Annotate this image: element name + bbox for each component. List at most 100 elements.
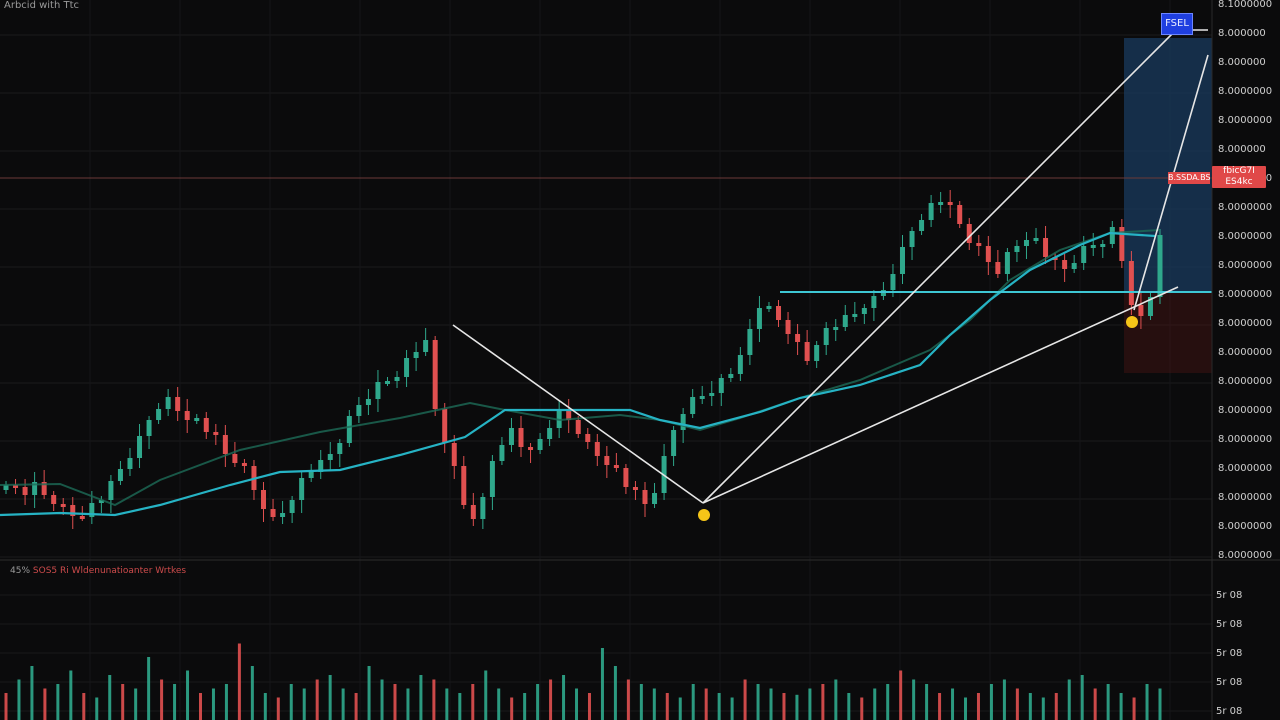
pivot-marker-low[interactable]	[698, 509, 710, 521]
grid	[0, 0, 1212, 720]
candle-body	[737, 355, 743, 374]
volume-bar	[380, 679, 384, 720]
volume-bar	[224, 684, 228, 720]
volume-axis-tick: 5r 08	[1216, 706, 1242, 717]
candle-body	[89, 503, 95, 517]
volume-bar	[406, 688, 410, 720]
candle-body	[117, 469, 123, 481]
candle-body	[280, 513, 286, 517]
candle-body	[51, 495, 57, 504]
price-axis-tick: 8.0000000	[1218, 492, 1272, 503]
volume-bar	[873, 688, 877, 720]
candle-body	[928, 203, 934, 220]
volume-bar	[834, 679, 838, 720]
candle-body	[299, 478, 305, 500]
blue-target-zone	[1124, 38, 1212, 293]
candle-body	[404, 358, 410, 377]
volume-bar	[717, 693, 721, 720]
candle-body	[747, 329, 753, 355]
candle-body	[1157, 235, 1163, 297]
volume-bar	[393, 684, 397, 720]
volume-bar	[600, 648, 604, 720]
candle-body	[1147, 297, 1153, 316]
volume-bar	[147, 657, 151, 720]
candle-body	[451, 443, 457, 466]
candle-body	[575, 420, 581, 434]
pivot-marker-right[interactable]	[1126, 316, 1138, 328]
price-axis-tick: 8.0000000	[1218, 521, 1272, 532]
candle-body	[604, 456, 610, 465]
candle-body	[852, 314, 858, 317]
price-axis-tick: 8.0000000	[1218, 550, 1272, 561]
volume-bar	[704, 688, 708, 720]
candle-body	[156, 409, 162, 420]
volume-bar	[445, 688, 449, 720]
volume-bar	[1080, 675, 1084, 720]
candle-body	[1100, 244, 1106, 247]
price-axis-tick: 8.0000000	[1218, 86, 1272, 97]
volume-bar	[69, 670, 73, 720]
candle-body	[308, 472, 314, 478]
current-price-tag-line2: ES4kc	[1225, 177, 1253, 187]
volume-bar	[1067, 679, 1071, 720]
volume-bar	[17, 679, 21, 720]
candle-body	[871, 296, 877, 308]
candle-body	[232, 454, 238, 463]
trend-line-down[interactable]	[452, 324, 704, 504]
candle-body	[985, 246, 991, 262]
target-price-tag[interactable]: FSEL	[1161, 13, 1193, 35]
volume-bar	[82, 693, 86, 720]
volume-bar	[56, 684, 60, 720]
candle-body	[203, 418, 209, 432]
trend-line-up-steep[interactable]	[702, 29, 1177, 504]
candle-body	[194, 418, 200, 421]
volume-bar	[250, 666, 254, 720]
volume-bar	[652, 688, 656, 720]
candle-body	[270, 509, 276, 517]
candle-body	[966, 224, 972, 243]
candle-body	[1119, 227, 1125, 261]
volume-bar	[121, 684, 125, 720]
candle-body	[899, 247, 905, 274]
volume-bars	[4, 643, 1162, 720]
candle-body	[728, 374, 734, 378]
volume-bar	[173, 684, 177, 720]
candle-body	[499, 445, 505, 461]
candle-body	[613, 465, 619, 468]
candle-body	[3, 485, 9, 490]
volume-bar	[1002, 679, 1006, 720]
level-line-tag: B.SSDA.BS	[1168, 172, 1211, 184]
volume-bar	[860, 697, 864, 720]
volume-bar	[1145, 684, 1149, 720]
candle-body	[690, 397, 696, 414]
candle-body	[766, 306, 772, 309]
trend-line-up-shallow[interactable]	[702, 286, 1179, 504]
candle-body	[861, 308, 867, 314]
candle-body	[423, 340, 429, 352]
volume-bar	[549, 679, 553, 720]
candle-body	[1062, 260, 1068, 269]
volume-legend: 45% SOS5 Ri Wldenunatioanter Wrtkes	[10, 566, 186, 576]
candle-body	[289, 500, 295, 513]
candle-body	[976, 243, 982, 246]
volume-bar	[1041, 697, 1045, 720]
volume-bar	[1119, 693, 1123, 720]
candle-body	[222, 435, 228, 454]
candle-body	[70, 505, 76, 516]
volume-bar	[367, 666, 371, 720]
candle-body	[13, 485, 19, 488]
candle-body	[60, 504, 66, 507]
candle-body	[432, 340, 438, 409]
current-price-tag[interactable]: fbicG7I ES4kc	[1212, 166, 1266, 188]
candle-body	[480, 497, 486, 519]
candle-body	[508, 428, 514, 445]
volume-bar	[328, 675, 332, 720]
candle-body	[213, 432, 219, 435]
candle-body	[833, 327, 839, 330]
volume-bar	[938, 693, 942, 720]
volume-axis-tick: 5r 08	[1216, 619, 1242, 630]
volume-bar	[562, 675, 566, 720]
price-axis-tick: 8.0000000	[1218, 405, 1272, 416]
volume-bar	[108, 675, 112, 720]
